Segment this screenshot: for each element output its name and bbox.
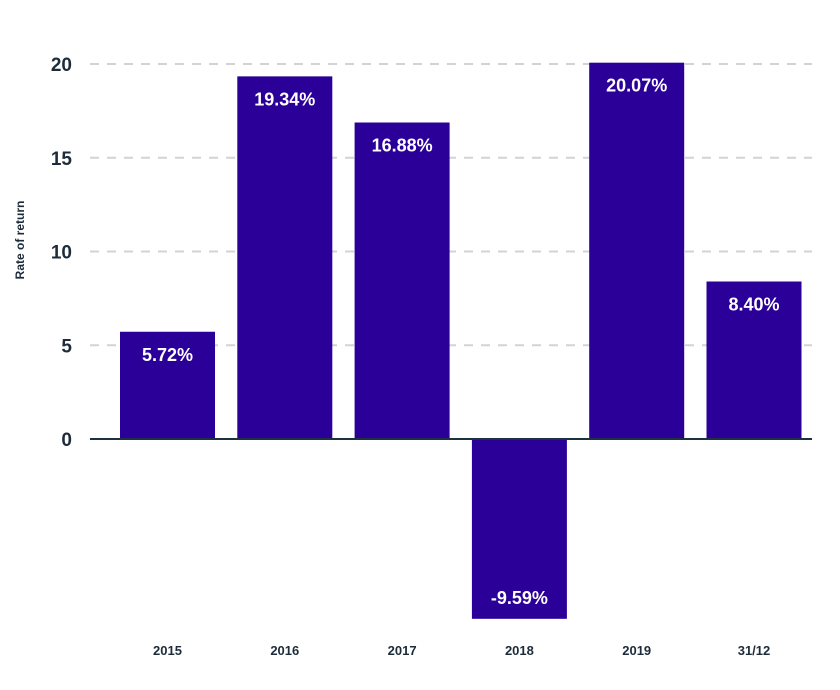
bar-2019 bbox=[589, 62, 685, 439]
bar-value-label: 19.34% bbox=[254, 89, 315, 109]
bar-31/12 bbox=[706, 281, 802, 439]
y-axis-ticks: 0 5 10 15 20 bbox=[51, 55, 73, 451]
x-tick-label: 2019 bbox=[622, 643, 651, 658]
bar-value-label: 5.72% bbox=[142, 345, 193, 365]
bar-2016 bbox=[237, 76, 333, 439]
x-tick-label: 31/12 bbox=[738, 643, 771, 658]
x-tick-label: 2017 bbox=[388, 643, 417, 658]
gridlines bbox=[90, 63, 812, 347]
y-axis-label: Rate of return bbox=[13, 201, 27, 280]
x-tick-label: 2016 bbox=[270, 643, 299, 658]
y-tick-label: 15 bbox=[51, 149, 73, 170]
bar-value-label: 16.88% bbox=[372, 136, 433, 156]
bar-2017 bbox=[354, 122, 450, 439]
y-tick-label: 10 bbox=[51, 243, 72, 264]
x-tick-label: 2015 bbox=[153, 643, 182, 658]
y-tick-label: 0 bbox=[61, 430, 72, 451]
bars bbox=[120, 62, 802, 619]
bar-value-label: 8.40% bbox=[728, 295, 779, 315]
x-tick-label: 2018 bbox=[505, 643, 534, 658]
y-tick-label: 20 bbox=[51, 55, 72, 76]
bar-2015 bbox=[120, 331, 215, 439]
bar-value-labels: 5.72% 19.34% 16.88% -9.59% 20.07% 8.40% bbox=[142, 76, 780, 608]
bar-value-label: -9.59% bbox=[491, 588, 548, 608]
bar-value-label: 20.07% bbox=[606, 76, 667, 96]
bar-2018 bbox=[471, 439, 567, 619]
x-axis-ticks: 2015 2016 2017 2018 2019 31/12 bbox=[153, 643, 770, 658]
y-tick-label: 5 bbox=[61, 336, 72, 357]
